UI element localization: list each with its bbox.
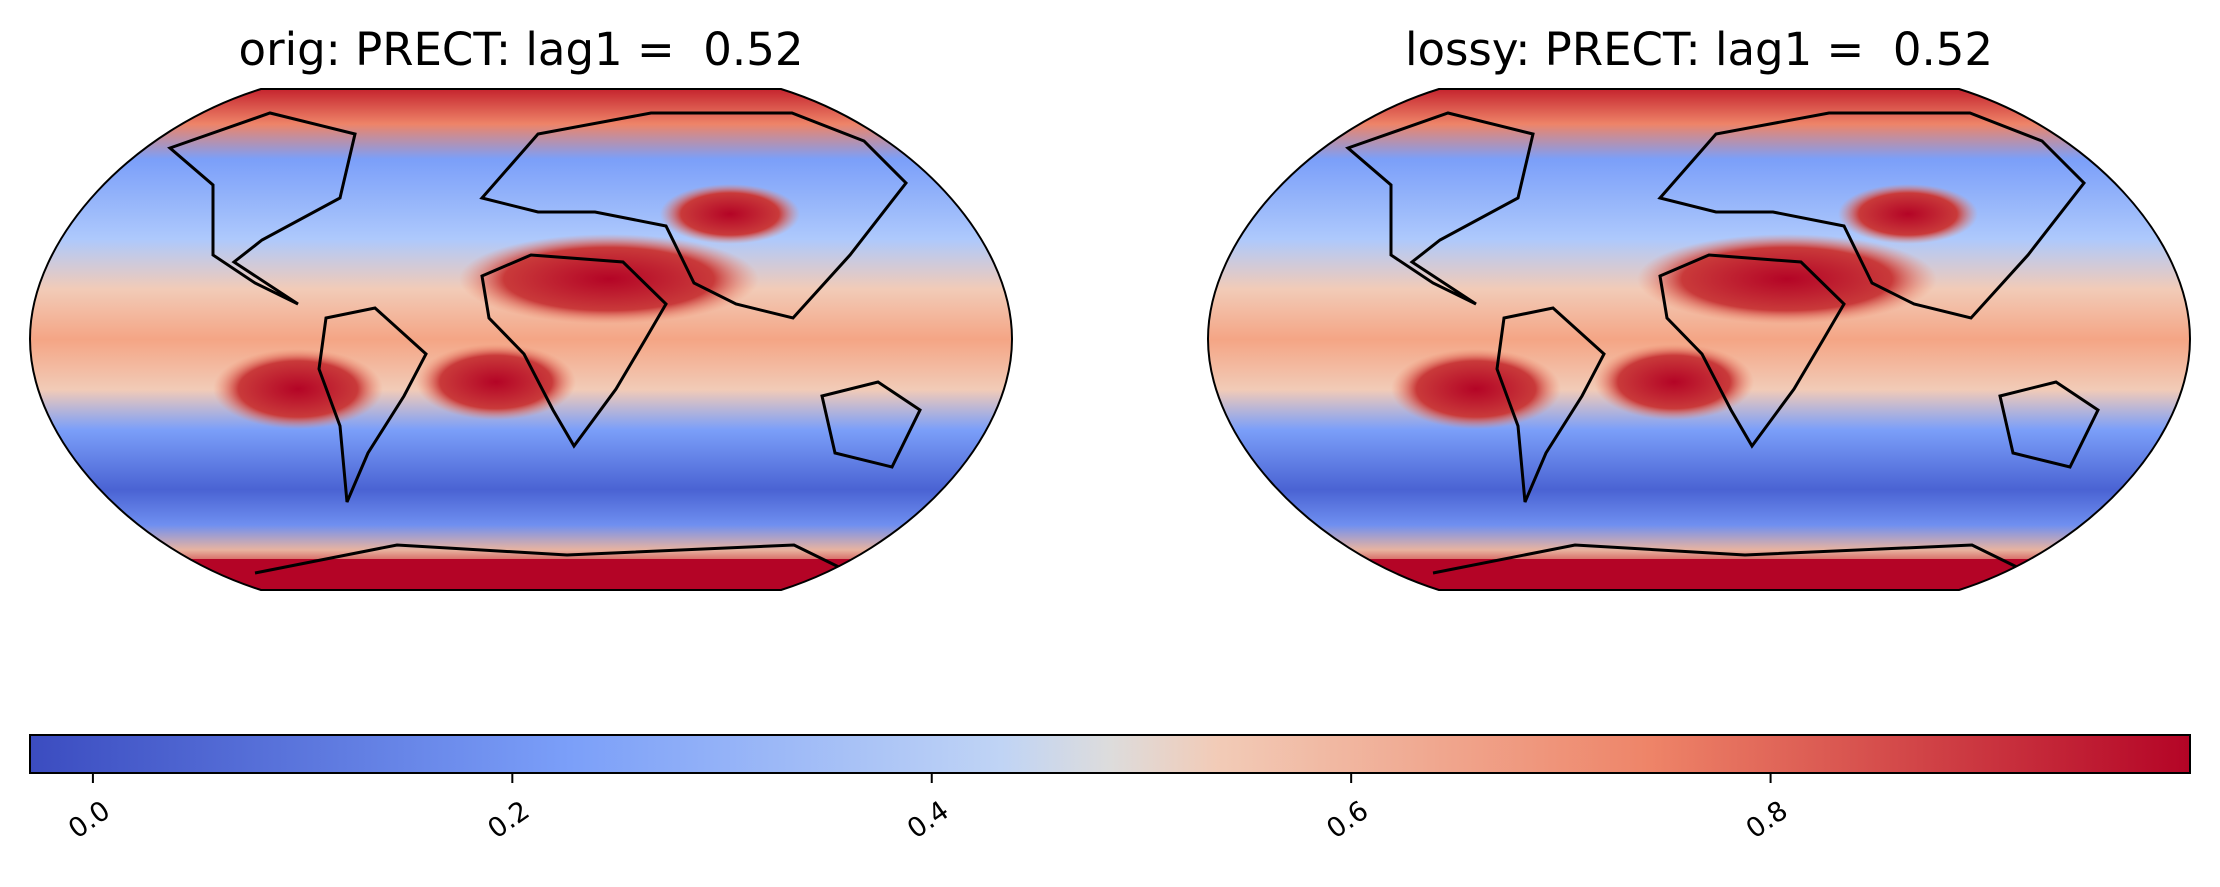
colorbar-tick-label: 0.8: [1741, 795, 1794, 845]
panel-title: orig: PRECT: lag1 = 0.52: [239, 23, 804, 76]
colorbar-tick-label: 0.2: [482, 795, 535, 845]
colorbar-tick-label: 0.0: [63, 795, 116, 845]
colorbar-tick-label: 0.4: [902, 795, 955, 845]
panel-title: lossy: PRECT: lag1 = 0.52: [1405, 23, 1993, 76]
map-orig: [30, 89, 1012, 599]
colorbar-tick-label: 0.6: [1321, 795, 1374, 845]
map-lossy: [1208, 89, 2190, 599]
colorbar: [29, 734, 2191, 774]
